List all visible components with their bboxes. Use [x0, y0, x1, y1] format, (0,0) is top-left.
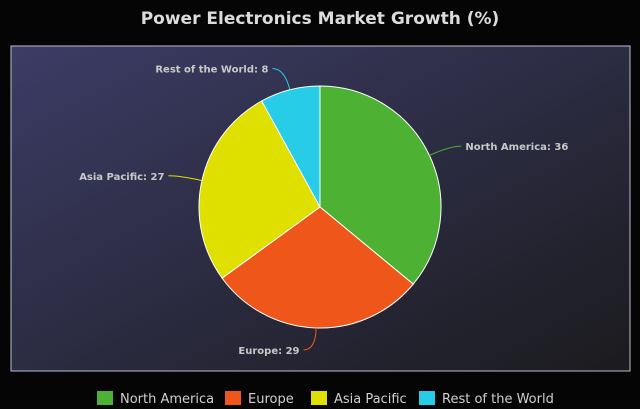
legend-swatch-rest-of-the-world	[419, 391, 435, 405]
pie-slice-north-america[interactable]	[319, 85, 442, 285]
legend-item-europe[interactable]: Europe	[225, 391, 294, 407]
pie-slice-europe[interactable]	[221, 206, 414, 329]
legend-item-asia-pacific[interactable]: Asia Pacific	[311, 391, 407, 407]
legend-label-asia-pacific: Asia Pacific	[334, 392, 407, 407]
leader-line-north-america	[429, 145, 462, 156]
legend-swatch-north-america	[97, 391, 113, 405]
label-leader-lines	[168, 67, 462, 351]
legend-label-europe: Europe	[248, 392, 294, 407]
slice-label-rest-of-the-world: Rest of the World: 8	[155, 64, 268, 75]
slice-label-europe: Europe: 29	[238, 346, 299, 357]
slice-labels: North America: 36 Europe: 29 Asia Pacific:…	[79, 64, 568, 356]
pie-slices	[198, 85, 442, 329]
chart-title: Power Electronics Market Growth (%)	[141, 9, 500, 29]
slice-label-north-america: North America: 36	[465, 142, 568, 153]
slice-label-asia-pacific: Asia Pacific: 27	[79, 172, 164, 183]
legend-label-rest-of-the-world: Rest of the World	[442, 392, 554, 407]
legend-label-north-america: North America	[120, 392, 214, 407]
pie-slice-asia-pacific[interactable]	[198, 100, 321, 279]
legend: North America Europe Asia Pacific Rest of t…	[97, 391, 554, 407]
legend-item-rest-of-the-world[interactable]: Rest of the World	[419, 391, 554, 407]
pie-slice-rest-of-the-world[interactable]	[261, 85, 321, 208]
leader-line-asia-pacific	[168, 175, 203, 182]
legend-swatch-asia-pacific	[311, 391, 327, 405]
legend-swatch-europe	[225, 391, 241, 405]
leader-line-europe	[303, 327, 317, 351]
legend-item-north-america[interactable]: North America	[97, 391, 214, 407]
leader-line-rest-of-the-world	[272, 67, 291, 90]
